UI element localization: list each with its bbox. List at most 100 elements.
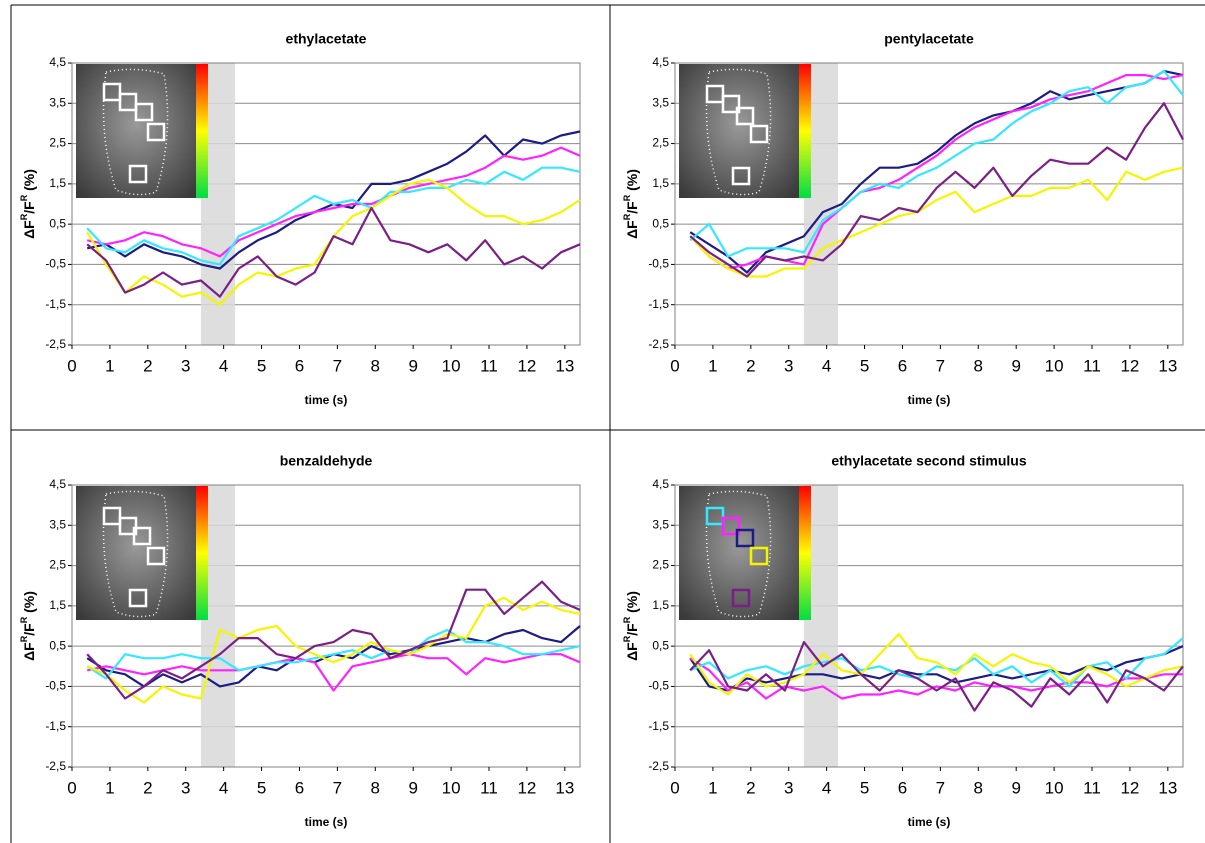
x-tick-label: 5 bbox=[860, 778, 869, 797]
y-tick-label: 2,5 bbox=[49, 558, 66, 572]
page: ethylacetate4,53,52,51,50,5-0,5-1,5-2,50… bbox=[0, 0, 1205, 843]
y-tick-label: 0,5 bbox=[49, 638, 66, 652]
x-tick-label: 1 bbox=[708, 356, 717, 375]
y-axis-label-part: /F bbox=[21, 201, 37, 214]
x-tick-label: 8 bbox=[974, 778, 983, 797]
inset-image bbox=[76, 64, 196, 198]
y-tick-label: -1,5 bbox=[648, 297, 669, 311]
y-tick-label: -0,5 bbox=[45, 679, 66, 693]
x-tick-label: 1 bbox=[708, 778, 717, 797]
x-tick-label: 1 bbox=[105, 778, 114, 797]
y-tick-label: 3,5 bbox=[652, 95, 669, 109]
y-tick-label: -1,5 bbox=[45, 297, 66, 311]
y-axis-label-part: ΔF bbox=[624, 220, 640, 239]
y-axis-label-part: ΔF bbox=[21, 642, 37, 661]
x-tick-label: 2 bbox=[746, 356, 755, 375]
x-tick-label: 0 bbox=[67, 356, 76, 375]
x-tick-label: 9 bbox=[408, 778, 417, 797]
x-tick-label: 11 bbox=[480, 356, 498, 375]
y-axis-label-part: ΔF bbox=[624, 642, 640, 661]
x-tick-label: 5 bbox=[257, 778, 266, 797]
x-tick-label: 3 bbox=[181, 356, 190, 375]
y-tick-label: 2,5 bbox=[49, 136, 66, 150]
x-tick-label: 12 bbox=[517, 356, 536, 375]
x-tick-label: 4 bbox=[822, 778, 831, 797]
x-axis-label: time (s) bbox=[305, 393, 348, 407]
y-tick-label: 3,5 bbox=[49, 95, 66, 109]
y-tick-label: -0,5 bbox=[45, 257, 66, 271]
x-tick-label: 11 bbox=[1083, 356, 1101, 375]
x-tick-label: 9 bbox=[408, 356, 417, 375]
x-tick-label: 12 bbox=[517, 778, 536, 797]
x-tick-label: 6 bbox=[295, 778, 304, 797]
colorbar bbox=[196, 486, 208, 620]
x-tick-label: 11 bbox=[480, 778, 498, 797]
y-tick-label: 4,5 bbox=[652, 477, 669, 491]
x-tick-label: 8 bbox=[371, 356, 380, 375]
y-axis-label: ΔFR/FR (%) bbox=[622, 169, 639, 239]
chart-title: pentylacetate bbox=[884, 31, 974, 47]
y-tick-label: 4,5 bbox=[49, 55, 66, 69]
x-tick-label: 10 bbox=[442, 778, 461, 797]
x-tick-label: 13 bbox=[1158, 778, 1177, 797]
y-axis-label: ΔFR/FR (%) bbox=[622, 591, 639, 661]
y-tick-label: 3,5 bbox=[49, 517, 66, 531]
figure: ethylacetate4,53,52,51,50,5-0,5-1,5-2,50… bbox=[0, 0, 1205, 843]
x-tick-label: 6 bbox=[898, 778, 907, 797]
x-tick-label: 6 bbox=[898, 356, 907, 375]
x-tick-label: 12 bbox=[1120, 356, 1139, 375]
y-axis-label: ΔFR/FR (%) bbox=[19, 169, 36, 239]
y-tick-label: -0,5 bbox=[648, 257, 669, 271]
x-tick-label: 11 bbox=[1083, 778, 1101, 797]
y-tick-label: 3,5 bbox=[652, 517, 669, 531]
x-tick-label: 0 bbox=[670, 778, 679, 797]
colorbar bbox=[799, 64, 811, 198]
y-tick-label: -1,5 bbox=[648, 719, 669, 733]
y-tick-label: -2,5 bbox=[45, 759, 66, 773]
y-tick-label: 0,5 bbox=[652, 216, 669, 230]
y-tick-label: 4,5 bbox=[652, 55, 669, 69]
x-tick-label: 10 bbox=[442, 356, 461, 375]
y-tick-label: 1,5 bbox=[652, 176, 669, 190]
y-axis-label-part: (%) bbox=[21, 591, 37, 617]
y-tick-label: 1,5 bbox=[49, 176, 66, 190]
x-tick-label: 8 bbox=[371, 778, 380, 797]
x-tick-label: 13 bbox=[1158, 356, 1177, 375]
y-axis-label-part: (%) bbox=[624, 169, 640, 195]
x-tick-label: 7 bbox=[333, 778, 342, 797]
y-tick-label: 1,5 bbox=[49, 598, 66, 612]
y-axis-label-part: /F bbox=[21, 623, 37, 636]
y-axis-label-part: (%) bbox=[21, 169, 37, 195]
x-tick-label: 0 bbox=[670, 356, 679, 375]
inset-image bbox=[76, 486, 196, 620]
x-tick-label: 7 bbox=[936, 778, 945, 797]
y-tick-label: 0,5 bbox=[652, 638, 669, 652]
x-tick-label: 9 bbox=[1011, 778, 1020, 797]
y-tick-label: -2,5 bbox=[45, 337, 66, 351]
y-tick-label: -1,5 bbox=[45, 719, 66, 733]
colorbar bbox=[196, 64, 208, 198]
x-tick-label: 6 bbox=[295, 356, 304, 375]
x-axis-label: time (s) bbox=[908, 393, 951, 407]
y-tick-label: -2,5 bbox=[648, 759, 669, 773]
y-tick-label: -0,5 bbox=[648, 679, 669, 693]
y-axis-label: ΔFR/FR (%) bbox=[19, 591, 36, 661]
y-tick-label: 2,5 bbox=[652, 558, 669, 572]
x-tick-label: 10 bbox=[1045, 778, 1064, 797]
x-tick-label: 10 bbox=[1045, 356, 1064, 375]
x-tick-label: 13 bbox=[555, 356, 574, 375]
y-tick-label: -2,5 bbox=[648, 337, 669, 351]
y-axis-label-part: ΔF bbox=[21, 220, 37, 239]
x-tick-label: 3 bbox=[181, 778, 190, 797]
x-tick-label: 2 bbox=[746, 778, 755, 797]
x-tick-label: 3 bbox=[784, 356, 793, 375]
y-tick-label: 4,5 bbox=[49, 477, 66, 491]
x-tick-label: 4 bbox=[219, 356, 228, 375]
inset-image bbox=[679, 64, 799, 198]
chart-title: ethylacetate bbox=[286, 31, 367, 47]
x-tick-label: 7 bbox=[333, 356, 342, 375]
y-axis-label-part: /F bbox=[624, 201, 640, 214]
x-tick-label: 8 bbox=[974, 356, 983, 375]
x-tick-label: 5 bbox=[257, 356, 266, 375]
x-axis-label: time (s) bbox=[305, 815, 348, 829]
